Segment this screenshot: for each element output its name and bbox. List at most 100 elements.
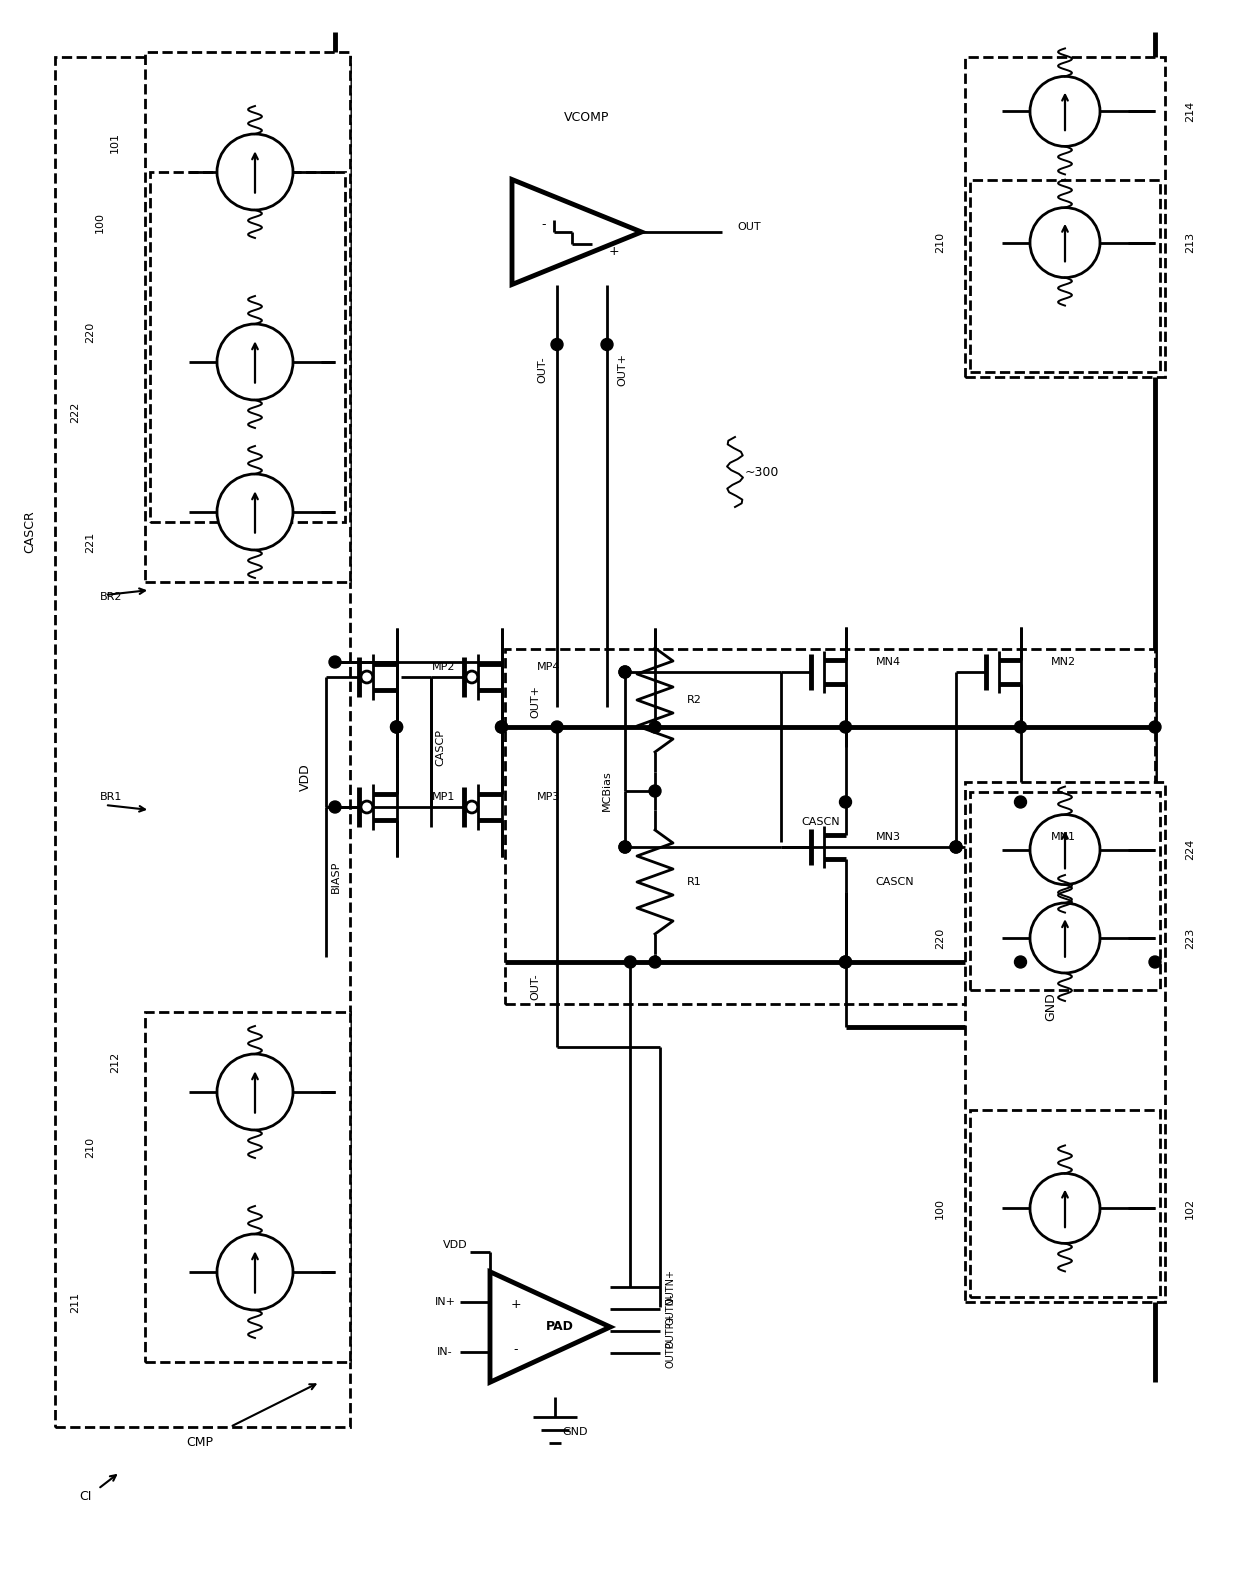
Circle shape xyxy=(619,666,631,679)
Circle shape xyxy=(1014,796,1027,808)
Bar xyxy=(145,1012,350,1362)
Bar xyxy=(970,180,1159,372)
Text: GND: GND xyxy=(562,1427,588,1436)
Text: R1: R1 xyxy=(687,876,702,888)
Circle shape xyxy=(839,796,852,808)
Text: MN4: MN4 xyxy=(875,657,900,668)
Text: IN-: IN- xyxy=(438,1346,453,1357)
Text: +: + xyxy=(511,1297,521,1311)
Text: MP2: MP2 xyxy=(432,661,455,672)
Text: VDD: VDD xyxy=(299,763,311,791)
Text: BIASP: BIASP xyxy=(331,861,341,894)
Circle shape xyxy=(601,339,613,351)
Text: MP4: MP4 xyxy=(537,661,560,672)
Text: 223: 223 xyxy=(1185,927,1195,949)
Text: OUT-: OUT- xyxy=(529,973,539,1000)
Bar xyxy=(55,57,350,1427)
Text: 212: 212 xyxy=(110,1052,120,1073)
Circle shape xyxy=(1149,721,1161,732)
Text: MP3: MP3 xyxy=(537,793,560,802)
Text: 213: 213 xyxy=(1185,233,1195,253)
Text: 210: 210 xyxy=(86,1136,95,1158)
Circle shape xyxy=(361,800,373,813)
Text: OUT+: OUT+ xyxy=(618,353,627,386)
Circle shape xyxy=(619,842,631,853)
Circle shape xyxy=(649,785,661,797)
Text: OUT+: OUT+ xyxy=(529,685,539,718)
Circle shape xyxy=(619,842,631,853)
Text: MN3: MN3 xyxy=(875,832,900,842)
Text: BR2: BR2 xyxy=(100,592,123,603)
Circle shape xyxy=(496,721,507,732)
Text: CASCR: CASCR xyxy=(24,511,36,554)
Circle shape xyxy=(217,324,293,400)
Text: +: + xyxy=(608,245,619,258)
Bar xyxy=(145,52,350,582)
Text: OUTP+: OUTP+ xyxy=(665,1313,676,1348)
Circle shape xyxy=(217,475,293,551)
Text: OUT-: OUT- xyxy=(537,356,547,383)
Bar xyxy=(965,57,1166,377)
Text: 222: 222 xyxy=(69,402,81,422)
Text: 221: 221 xyxy=(86,532,95,552)
Text: MCBias: MCBias xyxy=(601,770,613,812)
Text: MN2: MN2 xyxy=(1050,657,1075,668)
Circle shape xyxy=(1030,903,1100,973)
Text: 211: 211 xyxy=(69,1291,81,1313)
Circle shape xyxy=(217,1054,293,1130)
Circle shape xyxy=(624,956,636,968)
Circle shape xyxy=(496,721,507,732)
Text: OUTN-: OUTN- xyxy=(665,1292,676,1324)
Text: 224: 224 xyxy=(1185,838,1195,861)
Bar xyxy=(150,172,345,522)
Circle shape xyxy=(217,1234,293,1310)
Circle shape xyxy=(1030,1174,1100,1243)
Circle shape xyxy=(839,956,852,968)
Circle shape xyxy=(217,134,293,210)
Circle shape xyxy=(466,800,477,813)
Bar xyxy=(505,649,1154,1005)
Text: -: - xyxy=(541,218,546,231)
Circle shape xyxy=(329,800,341,813)
Text: -: - xyxy=(513,1343,518,1356)
Text: OUTP-: OUTP- xyxy=(665,1338,676,1368)
Text: MN1: MN1 xyxy=(1050,832,1075,842)
Text: 100: 100 xyxy=(95,212,105,233)
Circle shape xyxy=(391,721,403,732)
Circle shape xyxy=(839,721,852,732)
Text: GND: GND xyxy=(1044,992,1056,1022)
Text: 101: 101 xyxy=(110,131,120,152)
Bar xyxy=(970,793,1159,990)
Circle shape xyxy=(950,842,962,853)
Circle shape xyxy=(1030,815,1100,884)
Text: 210: 210 xyxy=(935,233,945,253)
Circle shape xyxy=(839,956,852,968)
Text: OUT: OUT xyxy=(737,221,760,233)
Circle shape xyxy=(649,721,661,732)
Text: VCOMP: VCOMP xyxy=(564,111,610,123)
Text: 102: 102 xyxy=(1185,1198,1195,1220)
Text: 220: 220 xyxy=(935,927,945,949)
Circle shape xyxy=(466,671,477,683)
Text: VDD: VDD xyxy=(443,1240,467,1250)
Circle shape xyxy=(619,666,631,679)
Text: CASCP: CASCP xyxy=(435,728,445,766)
Circle shape xyxy=(1014,956,1027,968)
Text: 100: 100 xyxy=(935,1198,945,1218)
Circle shape xyxy=(950,842,962,853)
Text: IN+: IN+ xyxy=(434,1297,455,1307)
Text: PAD: PAD xyxy=(546,1321,574,1334)
Text: CMP: CMP xyxy=(186,1435,213,1449)
Circle shape xyxy=(551,339,563,351)
Text: R2: R2 xyxy=(687,694,702,706)
Bar xyxy=(970,1111,1159,1297)
Circle shape xyxy=(1030,76,1100,147)
Circle shape xyxy=(649,956,661,968)
Text: OUTN+: OUTN+ xyxy=(665,1269,676,1305)
Circle shape xyxy=(1149,956,1161,968)
Circle shape xyxy=(391,721,403,732)
Circle shape xyxy=(1030,207,1100,277)
Circle shape xyxy=(551,721,563,732)
Text: CI: CI xyxy=(79,1490,92,1503)
Circle shape xyxy=(1014,721,1027,732)
